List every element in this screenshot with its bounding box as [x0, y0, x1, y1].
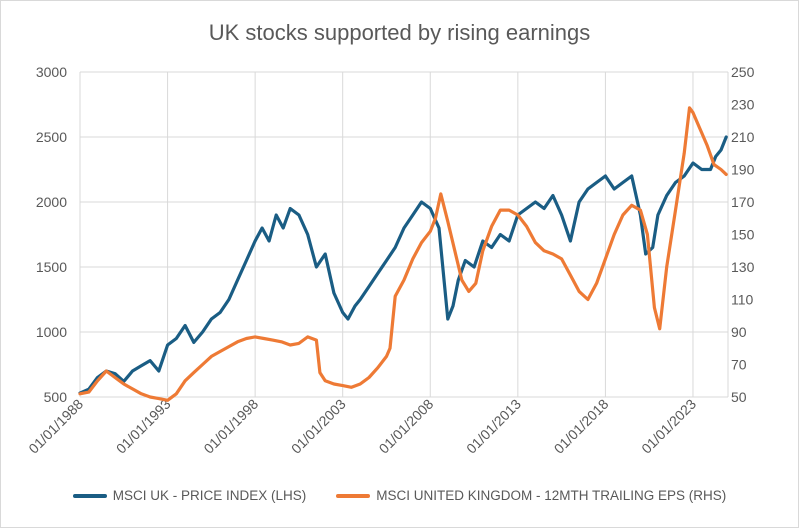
x-tick-label: 01/01/2018	[551, 396, 612, 457]
left-tick-label: 1500	[36, 259, 67, 275]
legend-swatch-price	[72, 493, 107, 498]
x-tick-label: 01/01/2008	[376, 396, 437, 457]
legend-label-eps: MSCI UNITED KINGDOM - 12MTH TRAILING EPS…	[376, 488, 727, 503]
x-tick-label: 01/01/1993	[113, 396, 174, 457]
x-axis-tick-labels: 01/01/1988 01/01/1993 01/01/1998 01/01/2003…	[25, 396, 699, 457]
grid-lines	[79, 71, 729, 398]
legend-label-price: MSCI UK - PRICE INDEX (LHS)	[112, 488, 307, 503]
right-tick-label: 210	[731, 129, 755, 145]
right-tick-label: 90	[731, 324, 747, 340]
left-tick-label: 3000	[36, 64, 67, 80]
right-tick-label: 110	[731, 292, 754, 308]
left-tick-label: 1000	[36, 324, 67, 340]
right-tick-label: 70	[731, 357, 747, 373]
right-axis-tick-labels: 50 70 90 110 130 150 170 190 210 230 250	[731, 64, 755, 405]
series-lines	[78, 106, 728, 402]
right-tick-label: 190	[731, 162, 755, 178]
right-tick-label: 150	[731, 227, 755, 243]
left-tick-label: 500	[44, 389, 68, 405]
x-tick-label: 01/01/2013	[463, 396, 524, 457]
x-tick-label: 01/01/1998	[200, 396, 261, 457]
x-tick-label: 01/01/2003	[288, 396, 349, 457]
legend-item-eps: MSCI UNITED KINGDOM - 12MTH TRAILING EPS…	[336, 488, 726, 503]
eps-line	[78, 106, 728, 402]
right-tick-label: 170	[731, 194, 755, 210]
right-tick-label: 50	[731, 389, 747, 405]
left-tick-label: 2500	[36, 129, 67, 145]
right-tick-label: 130	[731, 259, 755, 275]
left-tick-label: 2000	[36, 194, 67, 210]
right-tick-label: 250	[731, 64, 755, 80]
left-axis-tick-labels: 500 1000 1500 2000 2500 3000	[36, 64, 67, 405]
chart-title: UK stocks supported by rising earnings	[208, 20, 591, 45]
price-index-line	[78, 135, 728, 395]
legend-item-price: MSCI UK - PRICE INDEX (LHS)	[72, 488, 307, 503]
legend-swatch-eps	[336, 493, 371, 498]
legend: MSCI UK - PRICE INDEX (LHS) MSCI UNITED …	[0, 488, 799, 503]
right-tick-label: 230	[731, 97, 755, 113]
x-tick-label: 01/01/2023	[638, 396, 699, 457]
